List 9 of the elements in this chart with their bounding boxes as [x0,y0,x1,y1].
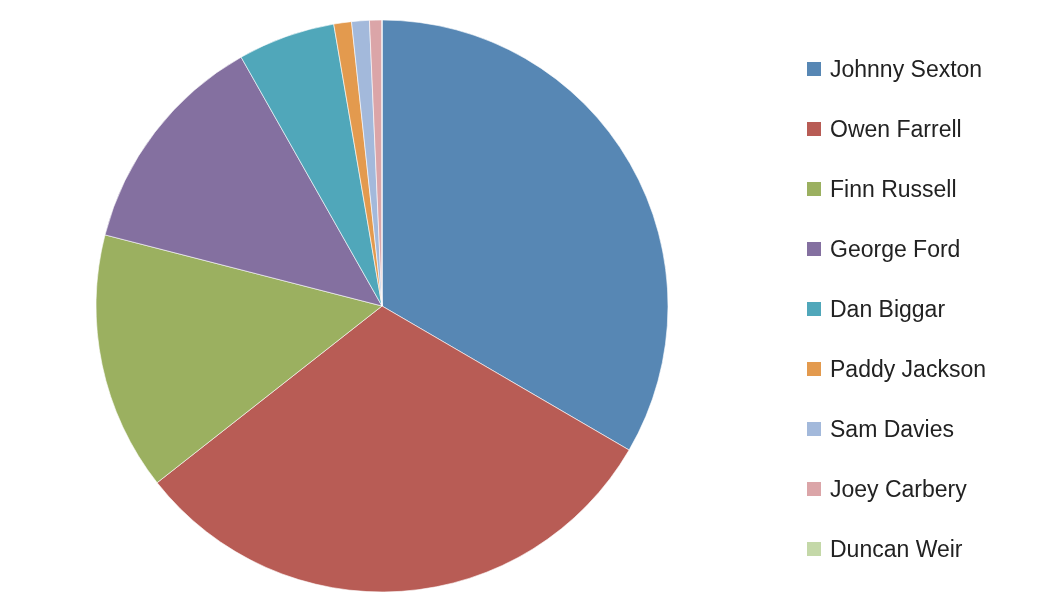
legend-label: Joey Carbery [830,476,968,503]
legend-label: Finn Russell [830,176,957,203]
legend-label: Sam Davies [830,416,954,443]
legend-label: Paddy Jackson [830,356,986,383]
legend-label: Johnny Sexton [830,56,983,83]
legend-label: George Ford [830,236,961,263]
legend-label: Owen Farrell [830,116,962,143]
legend-label: Duncan Weir [830,536,963,563]
legend-label: Dan Biggar [830,296,946,323]
